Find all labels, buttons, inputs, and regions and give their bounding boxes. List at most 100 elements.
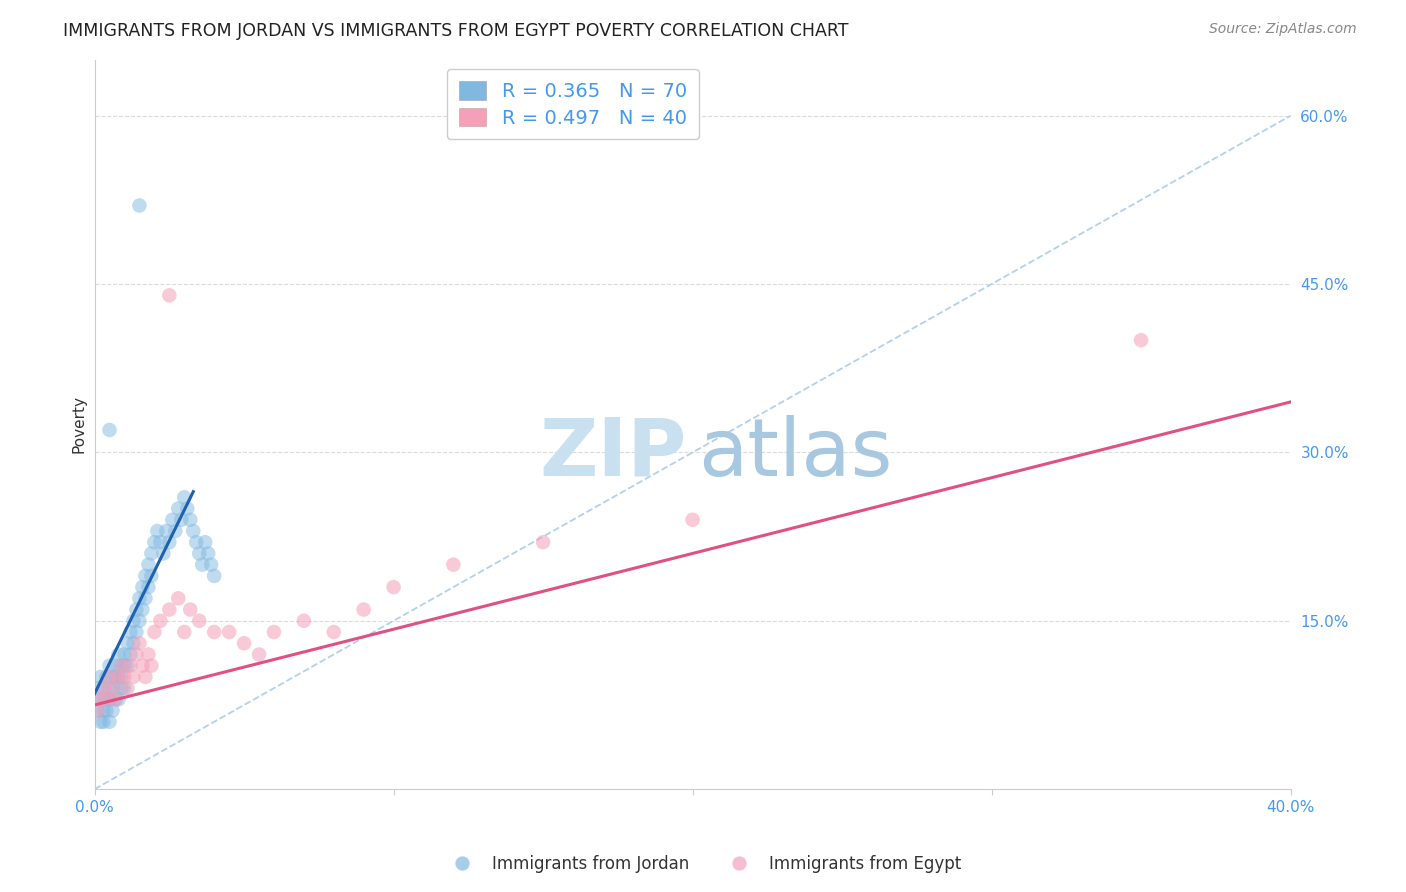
Text: Source: ZipAtlas.com: Source: ZipAtlas.com <box>1209 22 1357 37</box>
Point <box>128 614 150 628</box>
Point <box>170 513 193 527</box>
Point <box>141 546 163 560</box>
Point <box>110 681 132 695</box>
Point <box>292 614 315 628</box>
Point <box>125 625 148 640</box>
Text: IMMIGRANTS FROM JORDAN VS IMMIGRANTS FROM EGYPT POVERTY CORRELATION CHART: IMMIGRANTS FROM JORDAN VS IMMIGRANTS FRO… <box>63 22 849 40</box>
Point <box>157 602 180 616</box>
Point <box>149 535 172 549</box>
Point <box>96 670 118 684</box>
Point <box>152 546 174 560</box>
Legend: R = 0.365   N = 70, R = 0.497   N = 40: R = 0.365 N = 70, R = 0.497 N = 40 <box>447 70 699 139</box>
Point <box>86 704 108 718</box>
Point <box>131 580 153 594</box>
Point <box>86 681 108 695</box>
Point <box>143 535 166 549</box>
Point <box>179 602 201 616</box>
Point <box>114 658 136 673</box>
Point <box>1130 333 1153 347</box>
Point <box>120 658 142 673</box>
Point <box>157 535 180 549</box>
Point <box>128 636 150 650</box>
Point <box>173 625 195 640</box>
Legend: Immigrants from Jordan, Immigrants from Egypt: Immigrants from Jordan, Immigrants from … <box>439 848 967 880</box>
Point <box>101 704 124 718</box>
Point <box>134 670 156 684</box>
Point <box>96 704 118 718</box>
Point <box>173 491 195 505</box>
Point <box>98 681 121 695</box>
Point <box>101 670 124 684</box>
Point <box>155 524 177 538</box>
Point <box>90 692 112 706</box>
Point <box>138 580 160 594</box>
Text: atlas: atlas <box>699 415 893 492</box>
Text: ZIP: ZIP <box>540 415 686 492</box>
Point <box>117 658 139 673</box>
Point <box>188 614 211 628</box>
Point <box>107 648 129 662</box>
Point <box>98 692 121 706</box>
Point <box>107 670 129 684</box>
Point <box>141 569 163 583</box>
Point <box>98 423 121 437</box>
Point <box>143 625 166 640</box>
Point <box>194 535 217 549</box>
Point <box>101 681 124 695</box>
Point <box>117 681 139 695</box>
Point <box>165 524 187 538</box>
Point <box>110 658 132 673</box>
Point <box>682 513 704 527</box>
Point <box>322 625 344 640</box>
Point <box>167 591 190 606</box>
Point <box>93 681 115 695</box>
Point <box>131 658 153 673</box>
Point <box>197 546 219 560</box>
Point <box>162 513 184 527</box>
Point <box>96 692 118 706</box>
Point <box>93 681 115 695</box>
Point <box>93 704 115 718</box>
Point <box>353 602 375 616</box>
Point <box>202 625 225 640</box>
Point <box>125 648 148 662</box>
Point <box>104 658 127 673</box>
Point <box>441 558 464 572</box>
Point <box>131 602 153 616</box>
Point <box>114 670 136 684</box>
Point <box>176 501 198 516</box>
Point <box>134 569 156 583</box>
Point <box>138 558 160 572</box>
Point <box>531 535 554 549</box>
Point <box>382 580 405 594</box>
Point <box>125 602 148 616</box>
Point <box>120 648 142 662</box>
Point <box>107 670 129 684</box>
Point <box>86 704 108 718</box>
Point <box>181 524 204 538</box>
Point <box>98 714 121 729</box>
Point <box>114 648 136 662</box>
Point <box>90 714 112 729</box>
Point <box>128 591 150 606</box>
Point <box>179 513 201 527</box>
Point <box>134 591 156 606</box>
Point <box>233 636 256 650</box>
Point <box>263 625 285 640</box>
Point <box>90 692 112 706</box>
Point <box>104 670 127 684</box>
Point <box>98 670 121 684</box>
Point <box>186 535 208 549</box>
Point <box>93 692 115 706</box>
Point <box>104 692 127 706</box>
Point <box>157 288 180 302</box>
Point <box>122 670 145 684</box>
Point <box>110 670 132 684</box>
Point <box>90 670 112 684</box>
Point <box>191 558 214 572</box>
Point <box>128 198 150 212</box>
Point <box>114 681 136 695</box>
Point <box>247 648 270 662</box>
Point <box>167 501 190 516</box>
Point <box>120 625 142 640</box>
